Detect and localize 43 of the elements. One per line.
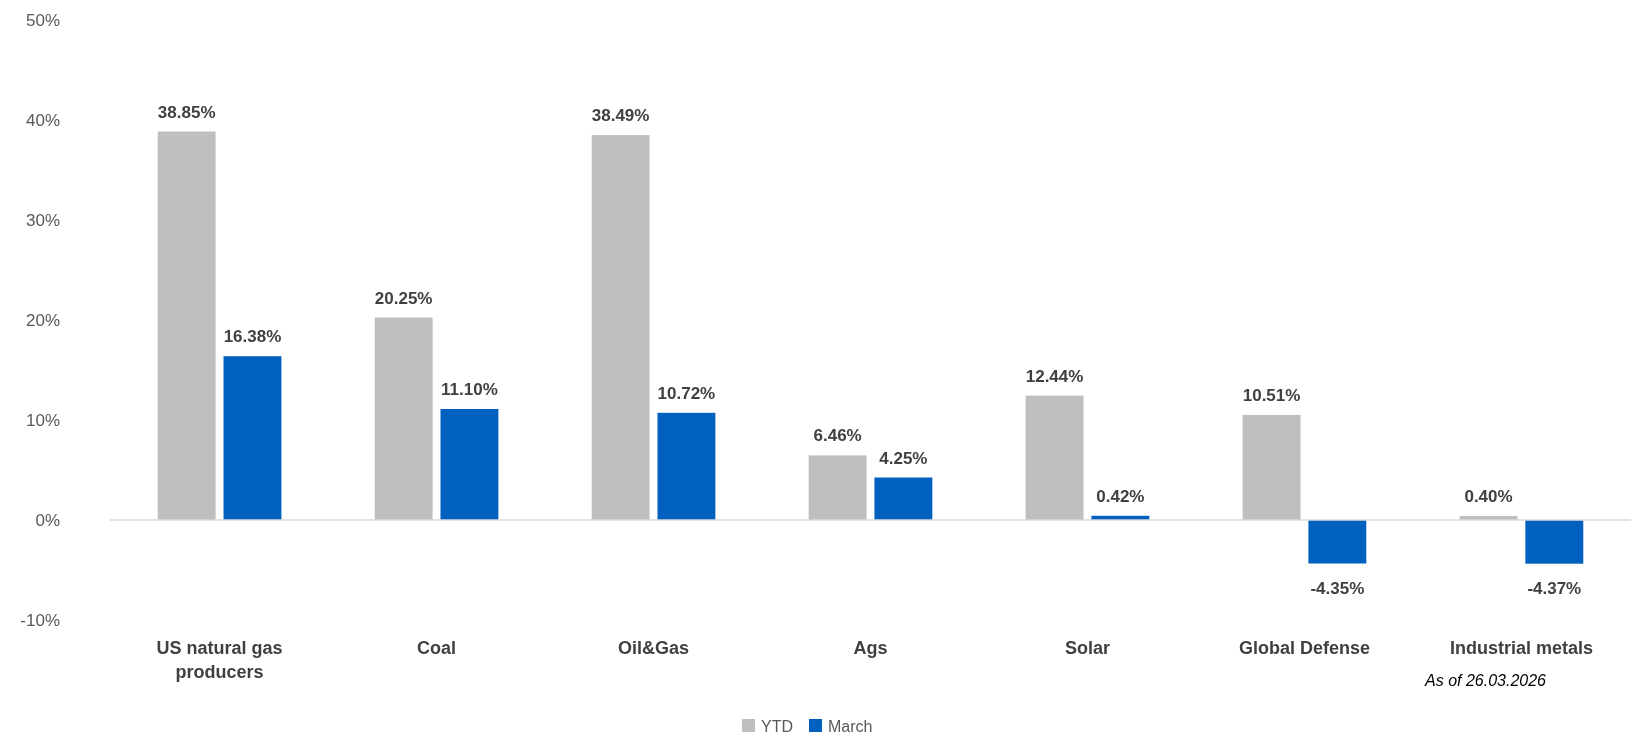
y-tick-label: 20% [25, 311, 60, 330]
bar [1525, 520, 1584, 564]
bar [1025, 395, 1084, 520]
text: As of 26.03.2026 [1424, 672, 1547, 689]
y-tick-label: 30% [25, 211, 60, 230]
data-label: 12.44% [1025, 366, 1084, 386]
y-tick-label: -10% [20, 611, 60, 630]
x-tick-label: Industrial metals [1449, 638, 1593, 658]
y-tick-label: 50% [25, 11, 60, 30]
x-tick-label: Coal [417, 638, 457, 658]
data-label: 10.72% [657, 383, 716, 403]
data-label: 16.38% [223, 327, 282, 347]
bar [591, 135, 650, 520]
data-label: 38.49% [591, 106, 650, 126]
bar [157, 131, 216, 520]
x-tick-label: US natural gas producers [156, 638, 283, 682]
bar [808, 455, 867, 520]
x-tick-label: Oil&Gas [618, 638, 690, 658]
data-label: 11.10% [441, 380, 498, 399]
data-label: 0.42% [1096, 486, 1145, 506]
data-label: 0.40% [1464, 487, 1513, 506]
data-label: -4.35% [1310, 578, 1365, 598]
data-label: 10.51% [1242, 385, 1301, 405]
x-tick-label: Solar [1064, 638, 1110, 658]
data-label: 20.25% [374, 288, 433, 308]
data-label: 38.85% [157, 102, 216, 122]
bar [374, 317, 433, 520]
x-tick-label: Ags [853, 638, 888, 658]
bar [874, 477, 933, 520]
bar [440, 409, 499, 520]
bar [1308, 520, 1367, 564]
data-label: 6.46% [813, 426, 862, 446]
bar [223, 356, 282, 520]
bar [657, 412, 716, 520]
y-tick-label: 10% [25, 411, 60, 430]
bar [1242, 414, 1301, 520]
x-tick-label: Global Defense [1238, 638, 1370, 658]
y-tick-label: 40% [25, 111, 60, 130]
legend-label: March [828, 718, 873, 735]
y-tick-label: 0% [35, 511, 60, 530]
legend-label: YTD [761, 718, 793, 735]
data-label: 4.25% [879, 448, 928, 468]
data-label: -4.37% [1527, 578, 1582, 598]
